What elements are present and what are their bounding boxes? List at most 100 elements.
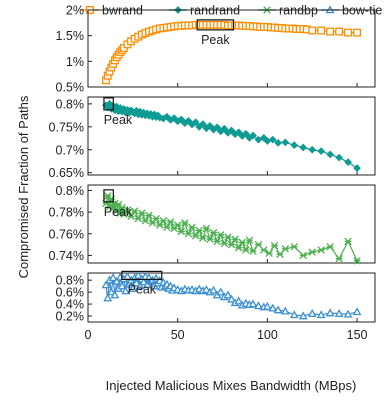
data-point bbox=[117, 281, 127, 290]
y-tick-label: 0.2% bbox=[56, 310, 85, 324]
y-tick-label: 0.78% bbox=[49, 206, 84, 220]
y-tick-label: 0.5% bbox=[56, 81, 85, 95]
data-point bbox=[163, 223, 171, 232]
data-point bbox=[238, 238, 247, 247]
data-point bbox=[206, 235, 214, 243]
data-point bbox=[223, 290, 233, 299]
data-point bbox=[177, 227, 186, 236]
data-point bbox=[353, 28, 362, 37]
data-point bbox=[141, 216, 150, 225]
data-point bbox=[209, 228, 218, 237]
y-tick-label: 0.65% bbox=[49, 166, 84, 180]
panel-bwrand: 0.5% 1% 1.5% 2% Peak bbox=[56, 4, 376, 95]
data-point bbox=[254, 135, 263, 144]
data-point bbox=[280, 306, 290, 315]
data-point bbox=[206, 122, 214, 130]
data-point bbox=[307, 308, 317, 317]
data-point bbox=[139, 277, 149, 286]
panel-randbp: 0.74% 0.76% 0.78% 0.8% Peak bbox=[49, 184, 376, 265]
data-point bbox=[184, 229, 193, 238]
data-point bbox=[326, 150, 335, 159]
data-point bbox=[216, 231, 225, 239]
panels: 0.5%1%1.5%2%Peak0.65%0.7%0.75%0.8%Peak0.… bbox=[49, 4, 376, 324]
data-point bbox=[289, 310, 299, 319]
data-point bbox=[335, 27, 344, 36]
data-point bbox=[241, 129, 250, 138]
data-point bbox=[281, 245, 290, 253]
data-point bbox=[254, 301, 263, 310]
data-point bbox=[316, 310, 326, 319]
panel-bow-tie: 0.2%0.4%0.6%0.8% Peak bbox=[56, 270, 376, 324]
x-tick-label: 50 bbox=[171, 328, 185, 342]
data-point bbox=[317, 246, 325, 254]
data-point bbox=[245, 236, 254, 245]
data-point bbox=[298, 311, 308, 320]
x-axis: 0 50 100 150 bbox=[85, 328, 368, 342]
data-point bbox=[317, 147, 326, 156]
data-point bbox=[249, 131, 257, 140]
y-tick-label: 0.76% bbox=[49, 227, 84, 241]
data-point bbox=[201, 285, 211, 294]
y-axis-title: Compromised Fraction of Paths bbox=[16, 95, 31, 278]
data-point bbox=[268, 303, 278, 312]
y-tick-label: 0.7% bbox=[56, 143, 85, 157]
data-point bbox=[121, 286, 131, 295]
peak-box bbox=[103, 97, 114, 111]
data-point bbox=[106, 287, 116, 296]
data-point bbox=[234, 128, 243, 137]
data-point bbox=[224, 233, 232, 241]
x-tick-label: 100 bbox=[257, 328, 278, 342]
data-point bbox=[191, 118, 200, 127]
y-tick-label: 0.8% bbox=[56, 97, 85, 111]
data-point bbox=[209, 285, 218, 294]
data-point bbox=[308, 26, 317, 35]
data-point bbox=[166, 218, 175, 226]
y-tick-label: 0.8% bbox=[56, 184, 85, 198]
data-point bbox=[352, 307, 362, 316]
peak-box bbox=[121, 270, 163, 280]
x-tick-label: 150 bbox=[347, 328, 368, 342]
y-tick-label: 0.75% bbox=[49, 120, 84, 134]
data-point bbox=[127, 212, 135, 221]
data-point bbox=[152, 214, 160, 223]
data-point bbox=[134, 214, 142, 223]
y-tick-label: 1% bbox=[66, 55, 84, 69]
data-point bbox=[181, 219, 189, 227]
data-point bbox=[325, 308, 335, 317]
data-point bbox=[308, 248, 316, 256]
data-point bbox=[138, 209, 146, 217]
data-point bbox=[335, 254, 343, 263]
data-point bbox=[191, 232, 200, 240]
data-point bbox=[270, 241, 279, 250]
data-point bbox=[227, 240, 236, 249]
data-point bbox=[353, 257, 361, 265]
x-axis-title: Injected Malicious Mixes Bandwidth (MBps… bbox=[106, 378, 357, 393]
data-point bbox=[130, 207, 139, 215]
data-point bbox=[227, 126, 236, 135]
data-point bbox=[268, 135, 277, 144]
data-point bbox=[262, 301, 272, 310]
data-point bbox=[326, 242, 334, 251]
data-point bbox=[216, 287, 226, 296]
data-point bbox=[308, 145, 317, 154]
data-point bbox=[248, 299, 258, 308]
data-point bbox=[249, 247, 257, 255]
data-point bbox=[220, 124, 229, 133]
y-tick-label: 0.74% bbox=[49, 249, 84, 263]
data-point bbox=[124, 279, 134, 288]
y-tick-label: 0.8% bbox=[56, 274, 85, 288]
data-point bbox=[184, 116, 193, 125]
peak-box bbox=[103, 189, 114, 203]
data-point bbox=[220, 239, 229, 248]
data-point bbox=[135, 281, 145, 290]
data-point bbox=[103, 293, 113, 302]
peak-label: Peak bbox=[128, 282, 157, 296]
panel-frame bbox=[87, 272, 376, 323]
y-tick-label: 0.4% bbox=[56, 298, 85, 312]
data-point bbox=[177, 115, 186, 124]
data-point bbox=[265, 249, 273, 258]
data-point bbox=[290, 141, 299, 150]
peak-label: Peak bbox=[104, 113, 133, 127]
data-point bbox=[173, 221, 182, 229]
data-point bbox=[299, 251, 308, 260]
